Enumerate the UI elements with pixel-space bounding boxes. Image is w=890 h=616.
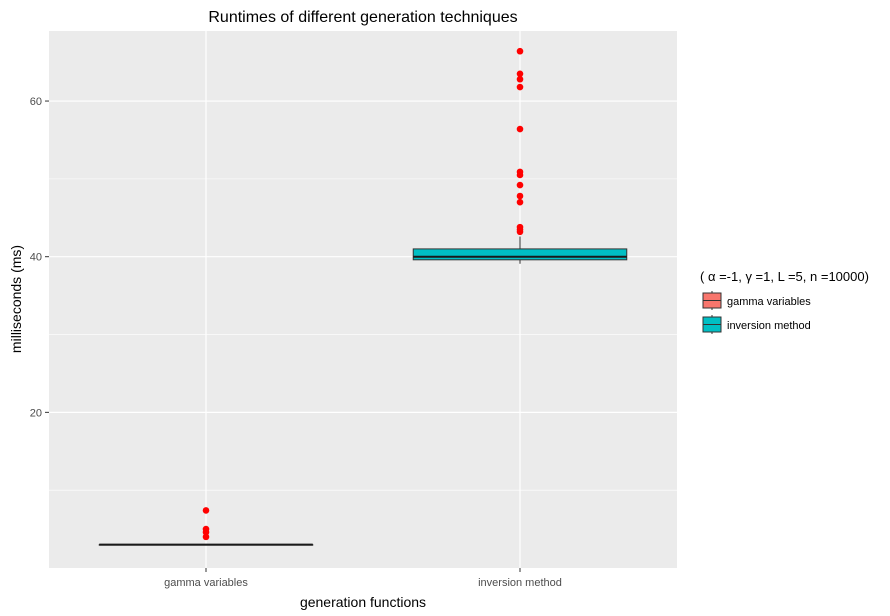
outlier-point xyxy=(516,75,524,83)
outlier-point xyxy=(516,70,524,78)
outlier-point xyxy=(516,181,524,189)
y-axis: 20 40 60 xyxy=(30,96,49,419)
outlier-point xyxy=(202,525,210,533)
legend-key xyxy=(702,315,722,334)
legend-key xyxy=(702,291,722,310)
outlier-point xyxy=(516,83,524,91)
outlier-point xyxy=(516,47,524,55)
y-tick-label: 20 xyxy=(30,407,42,419)
y-axis-title: milliseconds (ms) xyxy=(8,245,24,353)
y-tick-label: 60 xyxy=(30,96,42,108)
x-axis: gamma variables inversion method xyxy=(164,568,562,589)
plot-panel xyxy=(49,31,677,568)
box-group xyxy=(412,47,628,264)
legend: ( α =-1, γ =1, L =5, n =10000) gamma var… xyxy=(700,269,869,334)
x-axis-title: generation functions xyxy=(300,594,426,610)
legend-label: gamma variables xyxy=(727,296,811,308)
outlier-point xyxy=(516,198,524,206)
outlier-point xyxy=(516,168,524,176)
x-tick-label: inversion method xyxy=(478,577,562,589)
box-group xyxy=(98,507,314,546)
legend-title: ( α =-1, γ =1, L =5, n =10000) xyxy=(700,269,869,284)
outlier-point xyxy=(516,223,524,231)
outlier-point xyxy=(202,533,210,541)
grid-lines xyxy=(49,31,677,568)
outlier-point xyxy=(516,192,524,200)
box-body xyxy=(412,248,628,261)
legend-label: inversion method xyxy=(727,320,811,332)
chart-title: Runtimes of different generation techniq… xyxy=(208,9,517,26)
outlier-point xyxy=(516,125,524,133)
y-tick-label: 40 xyxy=(30,252,42,264)
x-tick-label: gamma variables xyxy=(164,577,248,589)
outlier-point xyxy=(202,507,210,514)
boxes-layer xyxy=(98,47,628,546)
